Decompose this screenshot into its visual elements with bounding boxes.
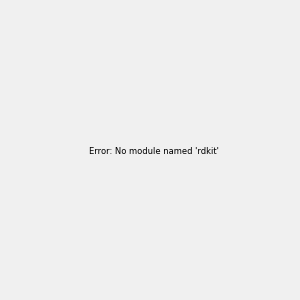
Text: Error: No module named 'rdkit': Error: No module named 'rdkit': [89, 147, 219, 156]
